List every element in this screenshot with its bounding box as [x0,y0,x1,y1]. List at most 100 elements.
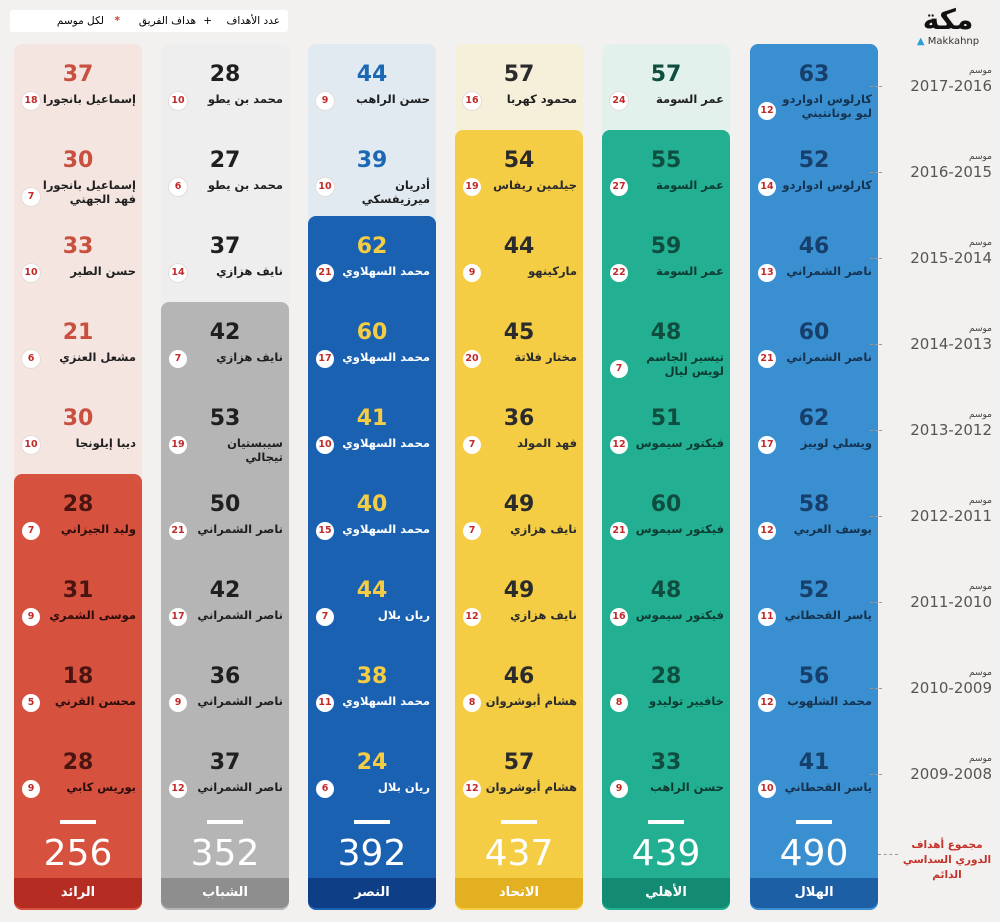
goals-value: 50 [209,492,241,517]
scorer-goals-badge: 21 [316,264,334,282]
total-caption-line [878,854,898,855]
scorer-name: وليد الجيزاني [60,522,136,536]
goals-value: 37 [62,62,94,87]
total-caption: مجموع أهداف الدوري السداسي الدائم [902,839,992,881]
goals-value: 59 [650,234,682,259]
scorer-name: ناصر الشمراني [197,522,283,536]
scorer-goals-badge: 16 [463,92,481,110]
season-label: موسم 2016-2015 [870,152,992,181]
season-cell-shabab: 36 ناصر الشمراني 9 [161,664,289,750]
season-cell-ahli: 57 عمر السومة 24 [602,62,730,148]
team-name-ittihad: الاتحاد [455,878,583,908]
legend-box: عدد الأهداف + هداف الفريق * لكل موسم [10,10,288,32]
scorer-name: محمد بن يطو [207,92,283,106]
scorer-goals-badge: 5 [22,694,40,712]
season-connector [870,516,882,517]
scorer-goals-badge: 10 [316,178,334,196]
scorer-name: موسى الشمري [49,608,136,622]
season-label: موسم 2015-2014 [870,238,992,267]
scorer-goals-badge: 16 [610,608,628,626]
season-cell-nassr: 41 محمد السهلاوي 10 [308,406,436,492]
team-column-raed [14,474,142,910]
season-cell-shabab: 42 ناصر الشمراني 17 [161,578,289,664]
legend-star-icon: * [114,15,121,27]
season-connector [870,774,882,775]
scorer-goals-badge: 17 [169,608,187,626]
scorer-goals-badge: 10 [316,436,334,454]
team-name-shabab: الشباب [161,878,289,908]
season-connector [870,86,882,87]
goals-value: 39 [356,148,388,173]
goals-value: 63 [798,62,830,87]
scorer-goals-badge: 9 [316,92,334,110]
season-cell-ahli: 48 فيكتور سيموس 16 [602,578,730,664]
season-cell-raed: 33 حسن الطير 10 [14,234,142,320]
scorer-goals-badge: 7 [22,522,40,540]
goals-value: 44 [503,234,535,259]
season-cell-ittihad: 57 هشام أبوشروان 12 [455,750,583,836]
goals-value: 28 [209,62,241,87]
goals-value: 42 [209,578,241,603]
goals-value: 33 [650,750,682,775]
goals-value: 52 [798,148,830,173]
scorer-name: ماركينهو [528,264,577,278]
legend-plus: + [203,15,212,27]
scorer-goals-badge: 6 [316,780,334,798]
goals-value: 44 [356,62,388,87]
scorer-goals-badge: 11 [316,694,334,712]
scorer-name: نايف هزازي [216,350,283,364]
team-total-ahli: 439 [631,833,701,874]
goals-value: 45 [503,320,535,345]
goals-value: 62 [798,406,830,431]
scorer-goals-badge: 24 [610,92,628,110]
goals-value: 36 [503,406,535,431]
season-cell-hilal: 58 يوسف العربي 12 [750,492,878,578]
total-dash [207,820,243,824]
scorer-name: كارلوس ادواردو [782,178,872,192]
scorer-goals-badge: 12 [169,780,187,798]
scorer-goals-badge: 7 [463,436,481,454]
scorer-name: فيكتور سيموس [635,436,724,450]
goals-value: 60 [356,320,388,345]
scorer-name: محمد السهلاوي [342,436,430,450]
scorer-name: محمود كهربا [506,92,577,106]
scorer-name: سيبستيان تيجالي [227,436,283,464]
season-cell-raed: 18 محسن القرني 5 [14,664,142,750]
scorer-name: أدريان ميرزيفسكي [361,178,430,206]
scorer-name: ناصر الشمراني [786,264,872,278]
goals-value: 55 [650,148,682,173]
season-cell-ittihad: 57 محمود كهربا 16 [455,62,583,148]
scorer-goals-badge: 10 [169,92,187,110]
scorer-name: هشام أبوشروان [485,694,577,708]
scorer-name: هشام أبوشروان [485,780,577,794]
scorer-name: مشعل العنزي [59,350,136,364]
scorer-name: ريان بلال [377,608,430,622]
season-cell-raed: 28 بوريس كابي 9 [14,750,142,836]
scorer-goals-badge: 6 [22,350,40,368]
scorer-goals-badge: 7 [463,522,481,540]
brand-handle: Makkahnp [927,36,980,47]
legend-season-label: لكل موسم [56,15,104,27]
goals-value: 52 [798,578,830,603]
scorer-goals-badge: 9 [22,780,40,798]
season-word: موسم [968,410,992,420]
season-cell-shabab: 42 نايف هزازي 7 [161,320,289,406]
scorer-goals-badge: 21 [169,522,187,540]
season-cell-hilal: 46 ناصر الشمراني 13 [750,234,878,320]
goals-value: 38 [356,664,388,689]
total-dash [501,820,537,824]
scorer-name: تيسير الجاسم لويس ليال [646,350,724,378]
season-label: موسم 2012-2011 [870,496,992,525]
scorer-goals-badge: 7 [22,188,40,206]
scorer-goals-badge: 17 [316,350,334,368]
brand-logo-text: مكة [922,3,974,36]
season-cell-shabab: 53 سيبستيان تيجالي 19 [161,406,289,492]
season-cell-nassr: 24 ريان بلال 6 [308,750,436,836]
scorer-goals-badge: 10 [758,780,776,798]
goals-value: 53 [209,406,241,431]
season-years: 2010-2009 [910,679,992,697]
scorer-name: محسن القرني [54,694,136,708]
season-years: 2012-2011 [910,507,992,525]
scorer-goals-badge: 22 [610,264,628,282]
goals-value: 30 [62,406,94,431]
